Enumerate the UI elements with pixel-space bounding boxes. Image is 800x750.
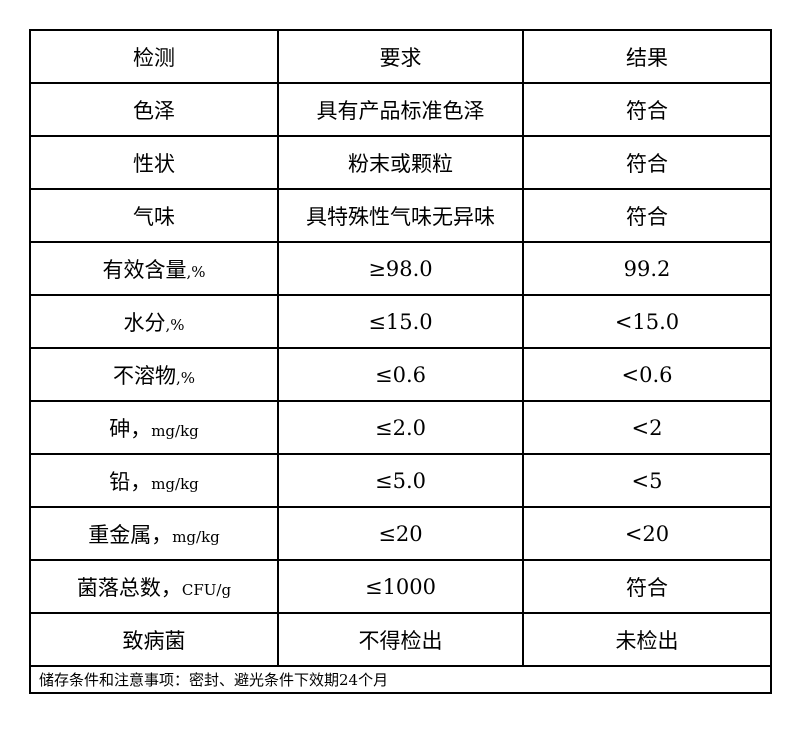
item-name: 色泽 xyxy=(133,98,175,123)
item-name: 砷， xyxy=(109,416,152,441)
table-row: 菌落总数，CFU/g ≤1000 符合 xyxy=(29,559,772,614)
table-row: 铅，mg/kg ≤5.0 <5 xyxy=(29,453,772,508)
cell-item: 气味 xyxy=(29,188,279,243)
storage-note: 储存条件和注意事项：密封、避光条件下效期24个月 xyxy=(29,665,772,694)
item-name: 水分 xyxy=(123,310,166,335)
cell-requirement: 具特殊性气味无异味 xyxy=(277,188,524,243)
cell-result: <20 xyxy=(522,506,772,561)
cell-requirement: ≤20 xyxy=(277,506,524,561)
item-unit: ,% xyxy=(175,368,196,387)
cell-item: 菌落总数，CFU/g xyxy=(29,559,279,614)
cell-result: <5 xyxy=(522,453,772,508)
cell-item: 色泽 xyxy=(29,82,279,137)
item-name: 铅， xyxy=(109,469,152,494)
cell-requirement: 粉末或颗粒 xyxy=(277,135,524,190)
cell-item: 不溶物,% xyxy=(29,347,279,402)
item-name: 致病菌 xyxy=(122,628,186,653)
item-unit: mg/kg xyxy=(151,474,199,493)
header-item: 检测 xyxy=(29,29,279,84)
cell-requirement: 不得检出 xyxy=(277,612,524,667)
cell-requirement: ≤2.0 xyxy=(277,400,524,455)
cell-result: <2 xyxy=(522,400,772,455)
item-name: 气味 xyxy=(133,204,175,229)
table-row: 砷，mg/kg ≤2.0 <2 xyxy=(29,400,772,455)
cell-item: 砷，mg/kg xyxy=(29,400,279,455)
cell-result: <0.6 xyxy=(522,347,772,402)
cell-requirement: ≤1000 xyxy=(277,559,524,614)
cell-item: 重金属，mg/kg xyxy=(29,506,279,561)
cell-requirement: ≤0.6 xyxy=(277,347,524,402)
cell-item: 铅，mg/kg xyxy=(29,453,279,508)
cell-item: 水分,% xyxy=(29,294,279,349)
item-unit: CFU/g xyxy=(181,580,232,599)
cell-requirement: ≤5.0 xyxy=(277,453,524,508)
footer-row: 储存条件和注意事项：密封、避光条件下效期24个月 xyxy=(29,665,772,694)
item-name: 不溶物 xyxy=(112,363,176,388)
cell-result: 符合 xyxy=(522,559,772,614)
table-row: 有效含量,% ≥98.0 99.2 xyxy=(29,241,772,296)
item-name: 菌落总数， xyxy=(76,575,182,600)
cell-result: 符合 xyxy=(522,135,772,190)
cell-item: 有效含量,% xyxy=(29,241,279,296)
table-row: 不溶物,% ≤0.6 <0.6 xyxy=(29,347,772,402)
header-result: 结果 xyxy=(522,29,772,84)
item-unit: ,% xyxy=(165,315,185,334)
cell-item: 致病菌 xyxy=(29,612,279,667)
item-name: 性状 xyxy=(133,151,175,176)
table-row: 重金属，mg/kg ≤20 <20 xyxy=(29,506,772,561)
cell-result: <15.0 xyxy=(522,294,772,349)
cell-result: 未检出 xyxy=(522,612,772,667)
cell-item: 性状 xyxy=(29,135,279,190)
table-row: 性状 粉末或颗粒 符合 xyxy=(29,135,772,190)
item-name: 重金属， xyxy=(88,522,173,547)
cell-result: 99.2 xyxy=(522,241,772,296)
cell-requirement: ≥98.0 xyxy=(277,241,524,296)
header-row: 检测 要求 结果 xyxy=(29,29,772,84)
cell-result: 符合 xyxy=(522,188,772,243)
table-row: 水分,% ≤15.0 <15.0 xyxy=(29,294,772,349)
inspection-table: 检测 要求 结果 色泽 具有产品标准色泽 符合 性状 粉末或颗粒 符合 气味 具特殊性气味无异… xyxy=(29,29,772,694)
table-row: 色泽 具有产品标准色泽 符合 xyxy=(29,82,772,137)
header-requirement: 要求 xyxy=(277,29,524,84)
item-unit: ,% xyxy=(186,262,206,281)
table-row: 气味 具特殊性气味无异味 符合 xyxy=(29,188,772,243)
item-unit: mg/kg xyxy=(172,527,220,546)
cell-requirement: 具有产品标准色泽 xyxy=(277,82,524,137)
item-unit: mg/kg xyxy=(151,421,199,440)
cell-result: 符合 xyxy=(522,82,772,137)
table-row: 致病菌 不得检出 未检出 xyxy=(29,612,772,667)
item-name: 有效含量 xyxy=(102,257,187,282)
cell-requirement: ≤15.0 xyxy=(277,294,524,349)
